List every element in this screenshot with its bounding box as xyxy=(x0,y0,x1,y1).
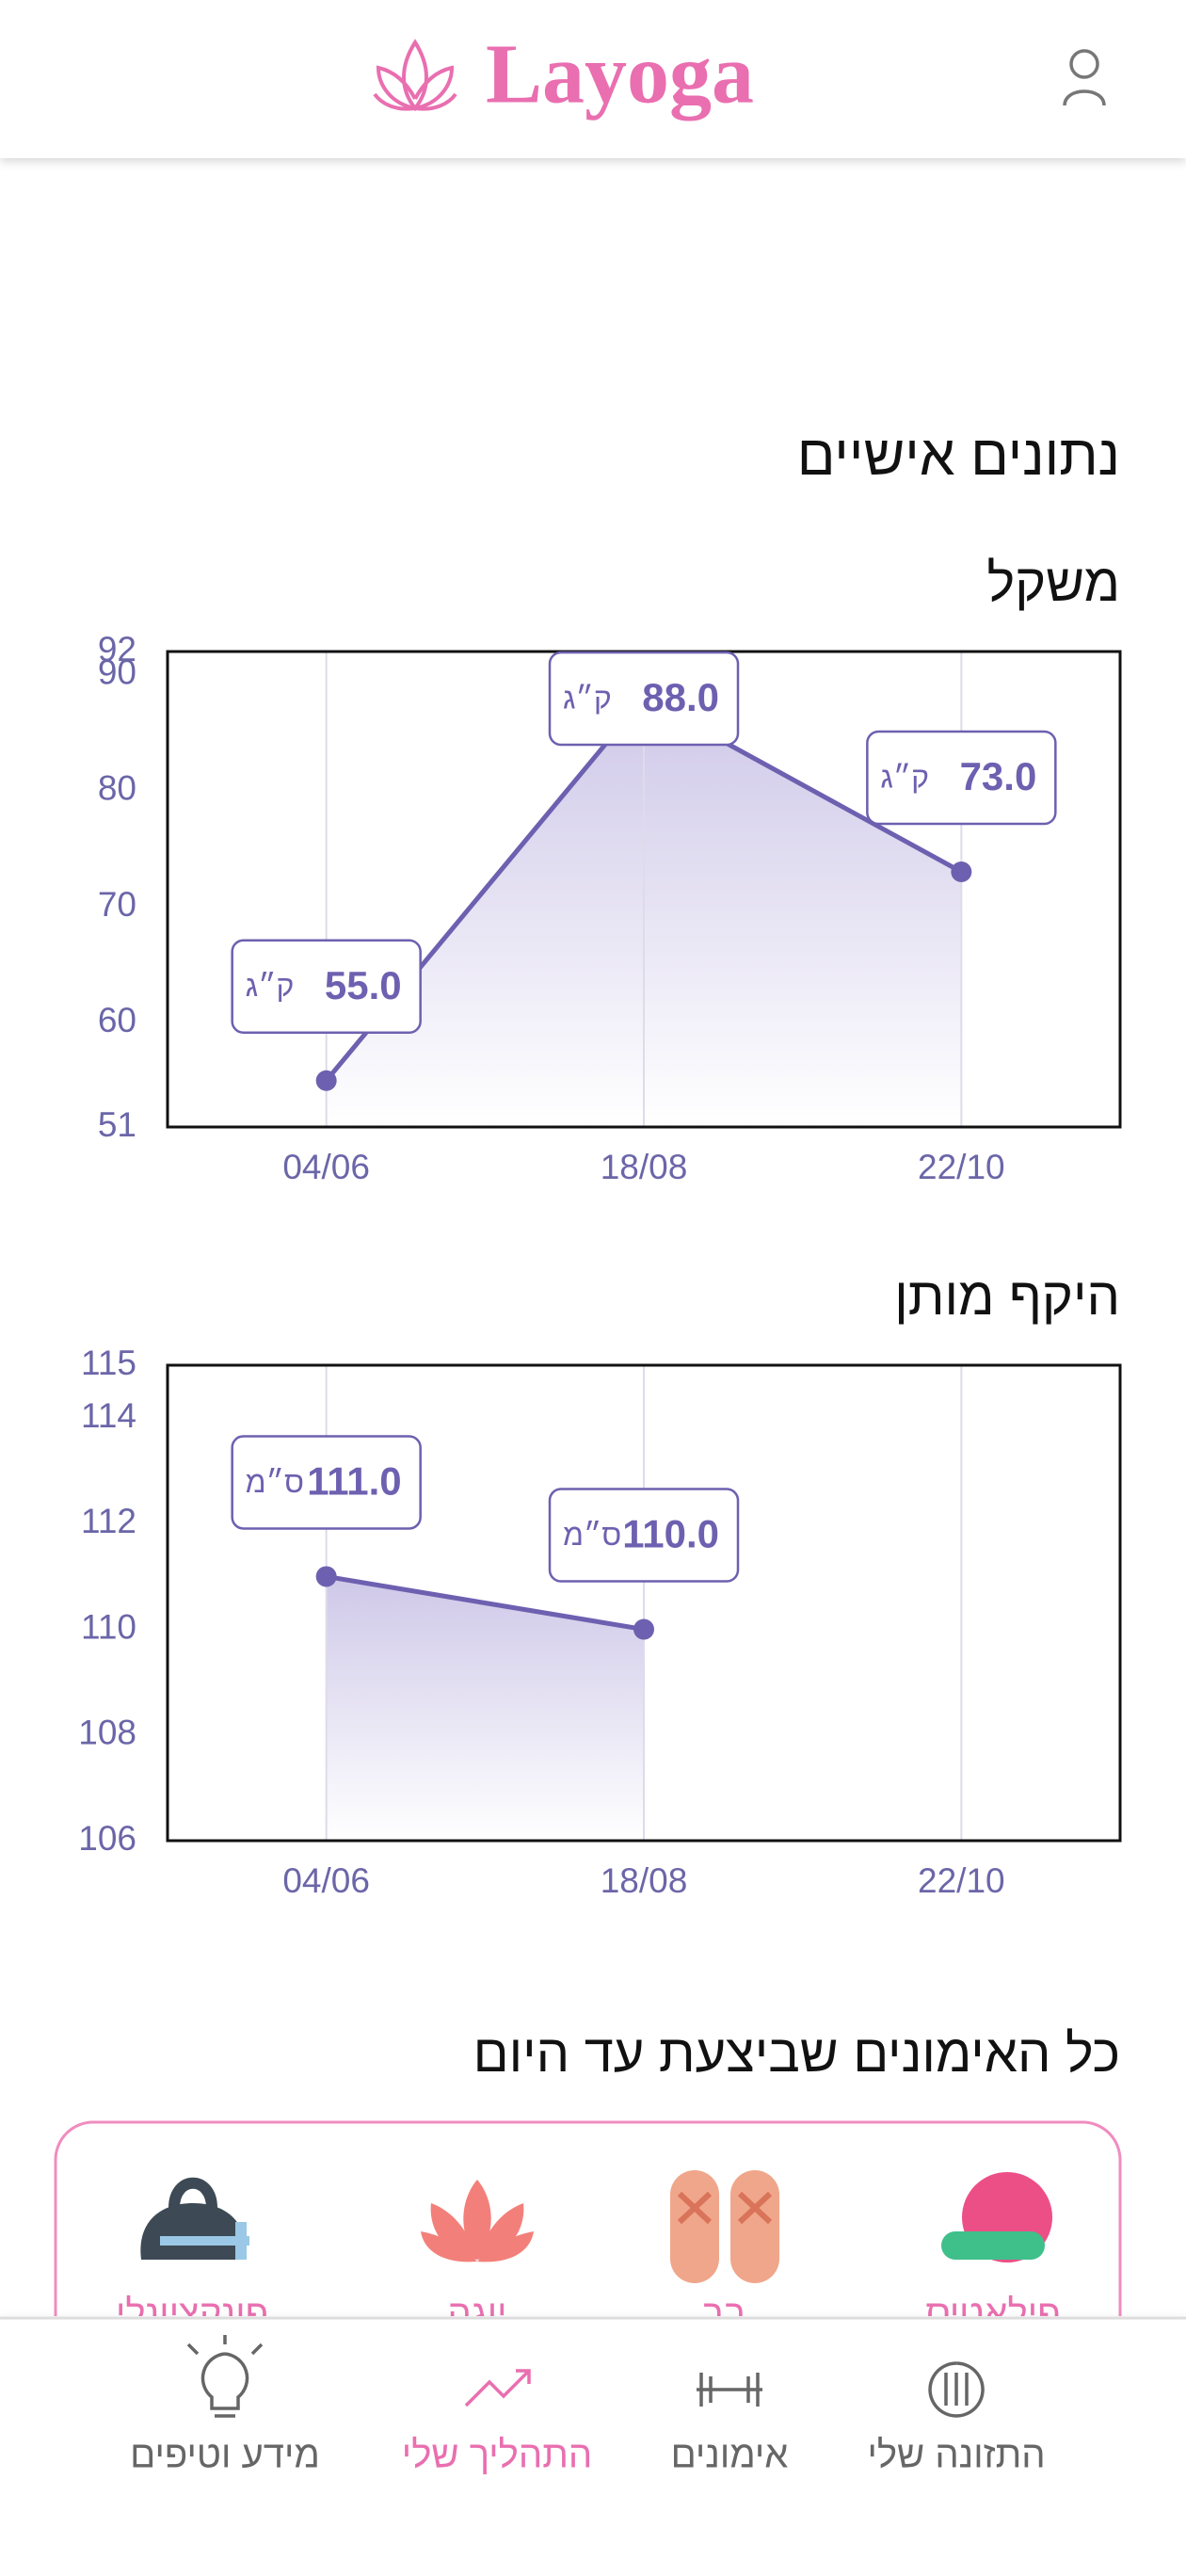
point xyxy=(633,1618,654,1640)
chart-title: היקף מותן xyxy=(894,1266,1120,1326)
logo-icon xyxy=(373,39,457,112)
nav-icon[interactable] xyxy=(697,2373,762,2407)
nav-label[interactable]: מידע וטיפים xyxy=(130,2435,320,2476)
value-label: 111.0 xyxy=(307,1459,401,1504)
y-tick-label: 115 xyxy=(81,1344,136,1382)
value-label-box xyxy=(231,1435,422,1530)
nav-label[interactable]: התהליך שלי xyxy=(402,2435,592,2476)
value-label-box xyxy=(866,730,1057,826)
y-tick-label: 110 xyxy=(81,1607,136,1646)
area xyxy=(326,1576,644,1841)
y-tick-label: 108 xyxy=(78,1714,136,1752)
value-label: 110.0 xyxy=(622,1512,719,1556)
chart-title: משקל xyxy=(986,553,1120,612)
pilates-icon xyxy=(941,2172,1052,2262)
point xyxy=(315,1070,337,1091)
point xyxy=(315,1566,337,1587)
value-unit: ק״ג xyxy=(563,681,612,715)
y-tick-label: 70 xyxy=(98,885,136,924)
x-tick-label: 18/08 xyxy=(601,1861,688,1900)
nav-icon[interactable] xyxy=(928,2361,985,2418)
value-label: 88.0 xyxy=(642,675,719,719)
nav-label[interactable]: התזונה שלי xyxy=(867,2435,1045,2476)
value-unit: ס״מ xyxy=(563,1518,621,1552)
y-tick-label: 114 xyxy=(81,1396,136,1435)
brand: Layoga xyxy=(486,28,754,121)
section-title: נתונים אישיים xyxy=(797,424,1120,487)
point xyxy=(951,861,972,883)
bottom-nav xyxy=(0,2316,1186,2576)
value-label-box xyxy=(548,1488,740,1583)
plot-frame xyxy=(166,1363,1122,1843)
x-tick-label: 22/10 xyxy=(918,1148,1005,1186)
y-tick-label: 60 xyxy=(98,1001,136,1039)
profile-icon[interactable] xyxy=(1063,49,1106,106)
nav-icon[interactable] xyxy=(464,2369,531,2407)
x-tick-label: 18/08 xyxy=(601,1148,688,1186)
y-tick-label: 51 xyxy=(98,1105,136,1144)
workouts-title: כל האימונים שביצעת עד היום xyxy=(473,2023,1120,2083)
x-tick-label: 04/06 xyxy=(282,1148,370,1186)
value-label-box xyxy=(548,651,740,747)
value-unit: ס״מ xyxy=(246,1465,304,1499)
y-tick-label: 106 xyxy=(78,1819,136,1858)
x-tick-label: 22/10 xyxy=(918,1861,1005,1900)
header xyxy=(0,0,1186,158)
value-label: 73.0 xyxy=(960,754,1037,798)
ballet-icon xyxy=(670,2170,779,2283)
lotus-icon xyxy=(421,2180,534,2262)
line xyxy=(326,1573,645,1633)
y-tick-label: 92 xyxy=(98,630,136,668)
value-label-box xyxy=(231,939,422,1034)
y-tick-label: 80 xyxy=(98,769,136,808)
value-label: 55.0 xyxy=(325,963,402,1007)
y-tick-label: 90 xyxy=(98,652,136,691)
x-tick-label: 04/06 xyxy=(282,1861,370,1900)
nav-label[interactable]: אימונים xyxy=(671,2435,789,2476)
y-tick-label: 112 xyxy=(81,1502,136,1540)
nav-icon[interactable] xyxy=(186,2335,264,2418)
value-unit: ק״ג xyxy=(880,760,929,794)
value-unit: ק״ג xyxy=(246,969,295,1003)
kettlebell-icon xyxy=(140,2177,249,2260)
